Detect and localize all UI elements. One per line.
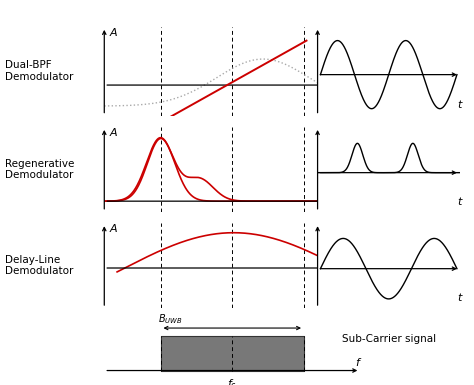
Text: f: f — [355, 293, 359, 303]
Text: f: f — [355, 100, 359, 110]
Text: Regenerative
Demodulator: Regenerative Demodulator — [5, 159, 74, 180]
Text: Dual-BPF
Demodulator: Dual-BPF Demodulator — [5, 60, 73, 82]
Text: f: f — [355, 358, 359, 368]
Text: Sub-Carrier signal: Sub-Carrier signal — [342, 334, 436, 344]
Text: $B_{UWB}$: $B_{UWB}$ — [158, 312, 182, 326]
Text: $f_c$: $f_c$ — [227, 377, 237, 385]
Text: t: t — [457, 100, 461, 110]
Text: A: A — [109, 224, 117, 234]
Bar — [161, 336, 304, 370]
Text: A: A — [109, 128, 117, 138]
Text: t: t — [457, 197, 461, 207]
Text: f: f — [355, 197, 359, 207]
Text: Delay-Line
Demodulator: Delay-Line Demodulator — [5, 255, 73, 276]
Text: A: A — [109, 28, 117, 38]
Text: t: t — [457, 293, 461, 303]
